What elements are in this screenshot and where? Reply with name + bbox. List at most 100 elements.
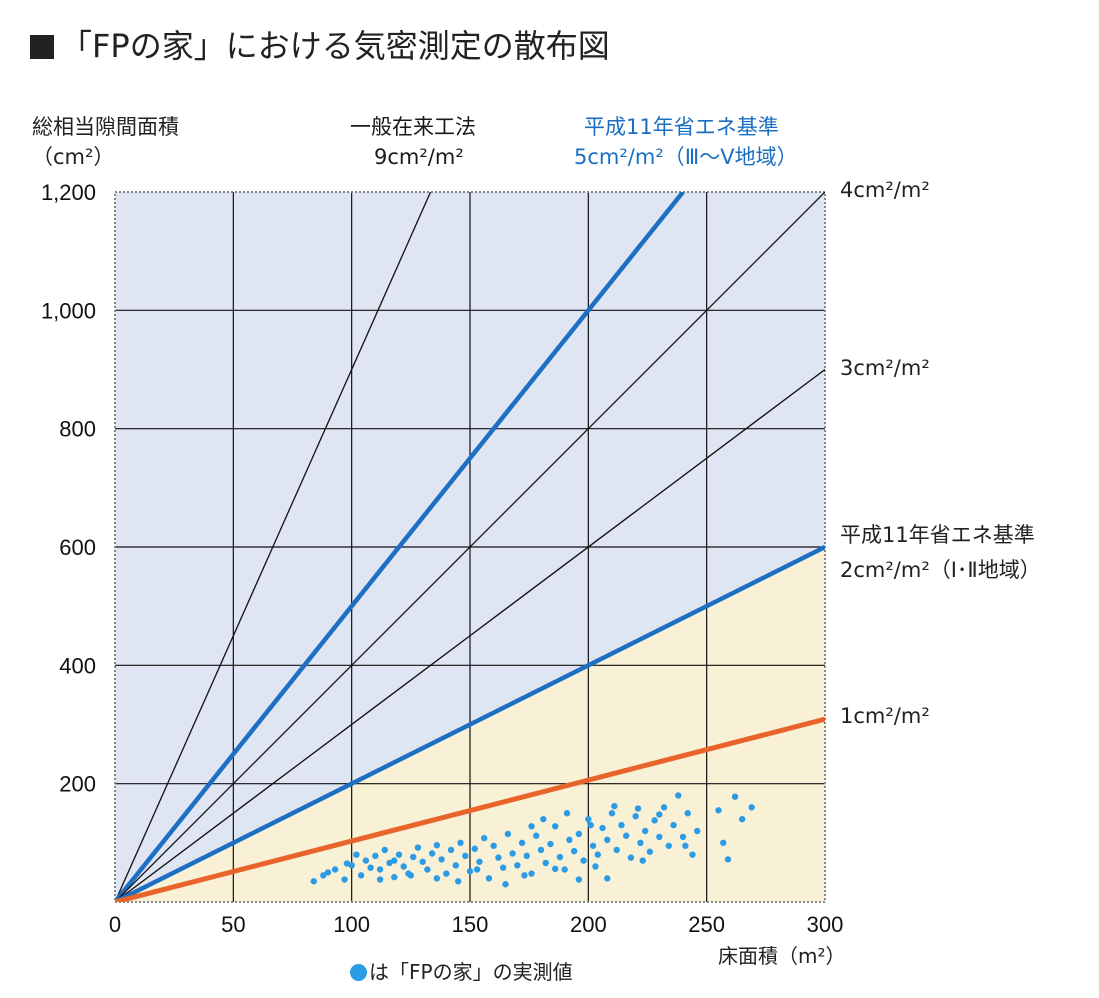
data-point <box>639 857 646 864</box>
data-point <box>738 815 746 823</box>
chart-title: 「FPの家」における気密測定の散布図 <box>30 30 610 62</box>
y-tick-label: 600 <box>59 535 96 560</box>
title-square-icon <box>30 35 54 59</box>
data-point <box>454 878 462 885</box>
data-point <box>376 876 384 883</box>
data-point <box>660 804 668 811</box>
data-point <box>376 866 384 873</box>
data-point <box>656 833 663 841</box>
data-point <box>731 793 739 800</box>
data-point <box>400 863 407 870</box>
data-point <box>594 851 601 858</box>
data-point <box>656 811 663 818</box>
data-point <box>634 805 642 812</box>
data-point <box>504 830 512 838</box>
data-point <box>518 839 526 847</box>
data-point <box>637 839 644 847</box>
x-axis-label: 床面積（m²） <box>718 944 846 968</box>
data-point <box>395 851 403 858</box>
x-tick-label: 100 <box>333 912 370 937</box>
data-point <box>575 876 583 883</box>
data-point <box>419 858 426 865</box>
x-tick-label: 150 <box>452 912 489 937</box>
data-point <box>665 842 672 849</box>
data-point <box>715 807 722 814</box>
data-point <box>611 802 618 810</box>
data-point <box>641 827 649 835</box>
x-tick-label: 250 <box>688 912 725 937</box>
y-tick-labels: 200 400 600 800 1,000 1,200 <box>41 180 96 797</box>
line-label-5-b: 5cm²/m²（Ⅲ～Ⅴ地域） <box>574 145 798 169</box>
data-point <box>424 866 431 873</box>
data-point <box>542 859 549 867</box>
x-tick-label: 200 <box>570 912 607 937</box>
line-label-3: 3cm²/m² <box>840 356 930 380</box>
data-point <box>362 857 370 864</box>
data-point <box>575 830 583 838</box>
data-point <box>682 842 689 849</box>
data-point <box>414 844 422 851</box>
line-label-2-a: 平成11年省エネ基準 <box>840 523 1035 547</box>
data-point <box>509 850 516 857</box>
data-point <box>748 804 755 811</box>
data-point <box>386 859 393 867</box>
y-axis-label: 総相当隙間面積 <box>32 115 179 139</box>
reference-line <box>115 192 432 902</box>
data-point <box>570 847 578 855</box>
data-point <box>646 848 654 855</box>
y-tick-label: 1,200 <box>41 180 96 205</box>
data-point <box>331 866 339 873</box>
y-tick-label: 200 <box>59 772 96 797</box>
data-point <box>367 864 374 871</box>
data-point <box>627 854 635 861</box>
data-point <box>604 836 611 844</box>
data-point <box>618 821 625 829</box>
data-point <box>561 866 568 873</box>
data-point <box>528 870 535 877</box>
data-point <box>462 852 469 860</box>
data-point <box>341 876 348 883</box>
data-point <box>585 815 592 823</box>
data-point <box>485 875 493 882</box>
data-point <box>523 852 530 860</box>
x-tick-label: 0 <box>109 912 121 937</box>
data-point <box>632 813 639 820</box>
y-axis-unit: （cm²） <box>32 145 115 169</box>
data-point <box>466 868 474 875</box>
reference-line <box>115 716 825 902</box>
data-point <box>381 846 388 854</box>
data-point <box>457 839 464 847</box>
line-label-2-b: 2cm²/m²（Ⅰ･Ⅱ地域） <box>840 558 1041 582</box>
data-point <box>599 824 606 832</box>
data-point <box>552 823 559 830</box>
data-point <box>608 810 616 817</box>
data-point <box>613 846 620 854</box>
data-point <box>592 863 599 870</box>
y-tick-label: 1,000 <box>41 298 96 323</box>
line-label-9-a: 一般在来工法 <box>350 115 476 139</box>
data-point <box>410 853 417 861</box>
data-point <box>499 864 507 871</box>
reference-line <box>115 192 825 902</box>
data-point <box>407 872 415 879</box>
data-point <box>438 856 445 863</box>
data-point <box>556 853 564 861</box>
data-point <box>391 873 398 881</box>
data-point <box>689 851 696 858</box>
data-point <box>623 832 630 839</box>
data-point <box>481 834 488 842</box>
data-point <box>724 856 732 863</box>
data-points <box>310 792 755 888</box>
data-point <box>372 852 379 860</box>
data-point <box>324 869 332 876</box>
data-point <box>391 857 398 864</box>
reference-line <box>115 368 825 902</box>
data-point <box>353 851 360 858</box>
data-point <box>547 840 554 848</box>
data-point <box>589 842 597 849</box>
data-point <box>540 815 547 823</box>
title-text: 「FPの家」における気密測定の散布図 <box>60 27 610 65</box>
data-point <box>537 846 545 854</box>
